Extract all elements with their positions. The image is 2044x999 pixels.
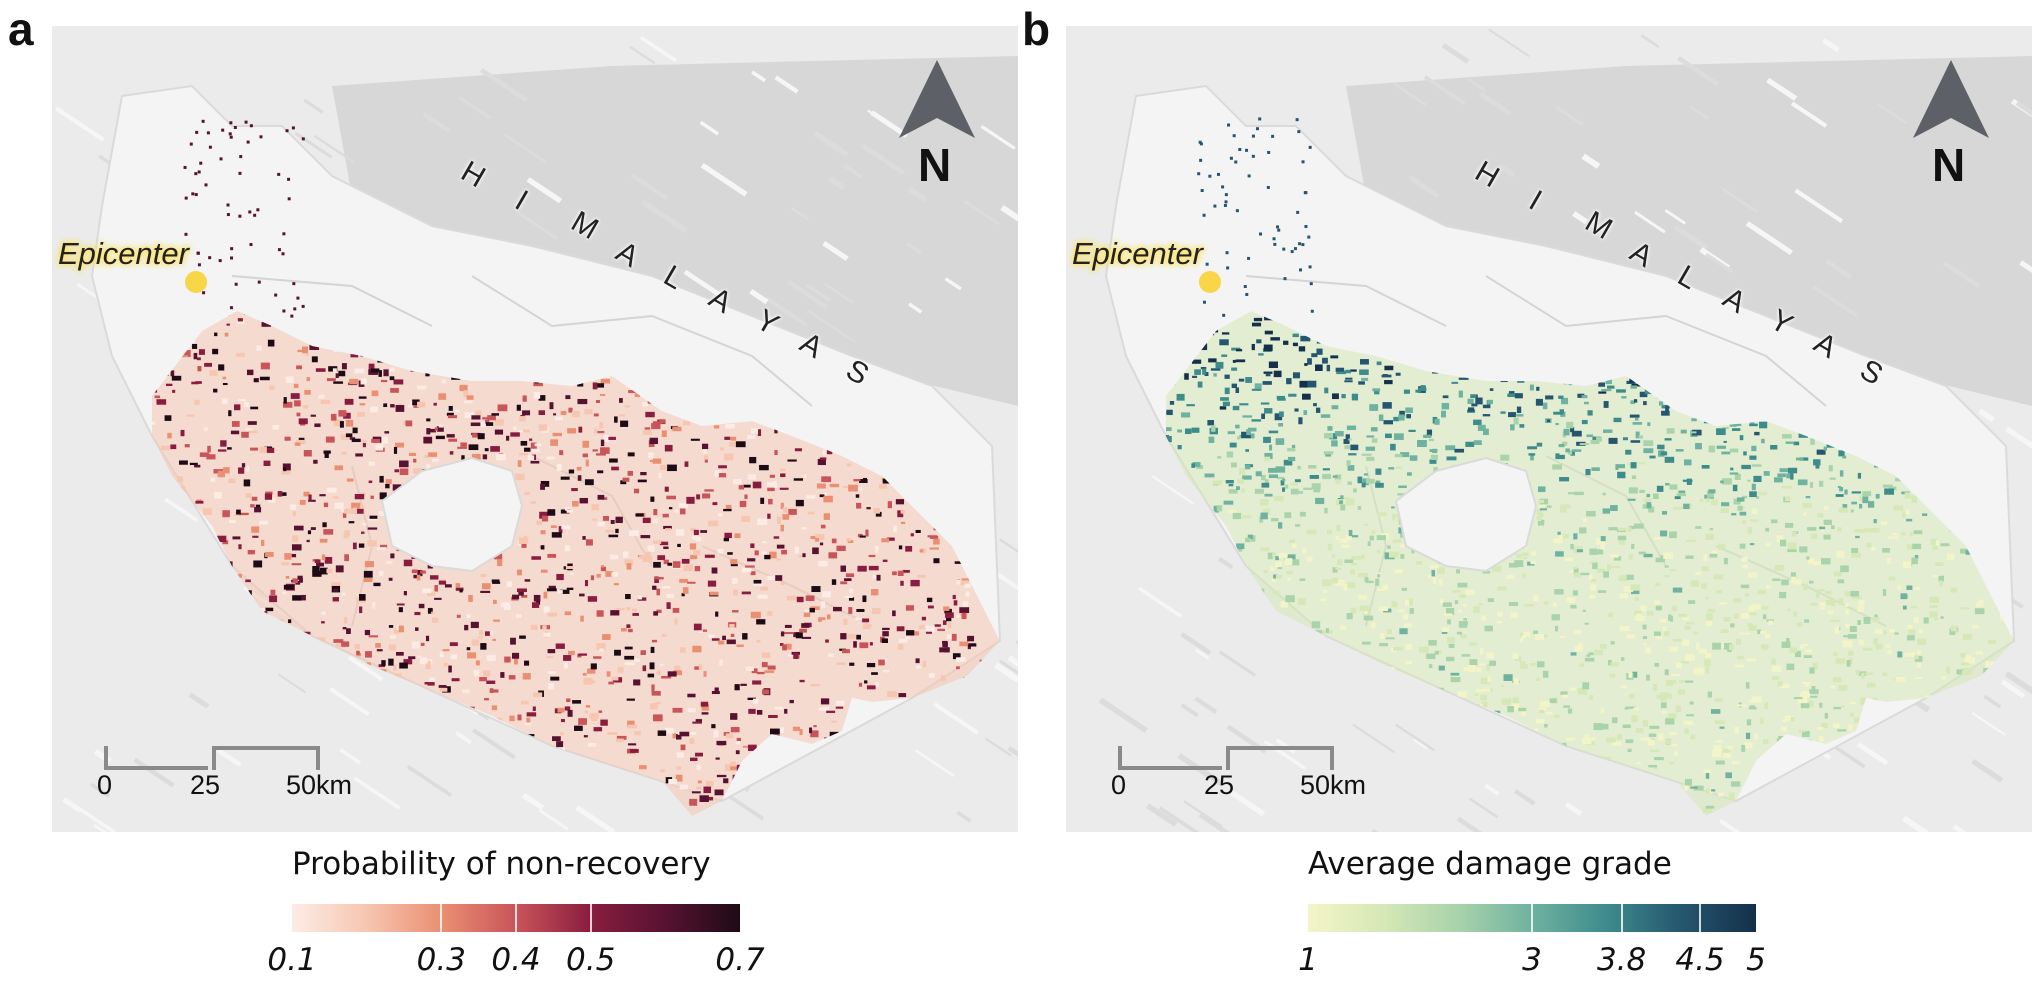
legend-tick-label: 4.5	[1675, 942, 1725, 978]
north-label: N	[918, 139, 952, 191]
north-arrow-icon	[1913, 60, 1989, 138]
legend-tick-label: 0.1	[267, 942, 317, 978]
scale-tick-50km: 50km	[286, 770, 353, 800]
map-canvas-a	[52, 26, 1018, 832]
epicenter-marker	[185, 271, 207, 293]
legend-tick-label: 1	[1298, 942, 1318, 978]
legend-colorbar-a	[292, 904, 740, 932]
scale-bar	[104, 746, 320, 770]
scale-tick-50km: 50km	[1300, 770, 1367, 800]
legend-title-b: Average damage grade	[1308, 846, 1672, 882]
legend-title-a: Probability of non-recovery	[292, 846, 711, 882]
legend-tick-label: 0.4	[491, 942, 541, 978]
legend-tick-label: 0.7	[715, 942, 765, 978]
scale-tick-25: 25	[1204, 770, 1235, 800]
legend-tick-label: 0.3	[416, 942, 466, 978]
legend-tick-label: 5	[1746, 942, 1766, 978]
map-canvas-b	[1066, 26, 2032, 832]
scale-bar	[1118, 746, 1334, 770]
scale-tick-0: 0	[1111, 770, 1127, 800]
epicenter-label: Epicenter	[1072, 236, 1203, 271]
legend-colorbar-b	[1308, 904, 1756, 932]
legend-tick-label: 3	[1522, 942, 1542, 978]
epicenter-label: Epicenter	[58, 236, 189, 271]
scale-tick-0: 0	[97, 770, 113, 800]
legend-tick-label: 0.5	[566, 942, 616, 978]
legend-tick-label: 3.8	[1596, 942, 1647, 978]
panel-label-b: b	[1022, 3, 1051, 55]
north-arrow-icon	[899, 60, 975, 138]
north-label: N	[1932, 139, 1966, 191]
panel-label-a: a	[8, 3, 34, 55]
scale-tick-25: 25	[190, 770, 221, 800]
epicenter-marker	[1199, 271, 1221, 293]
